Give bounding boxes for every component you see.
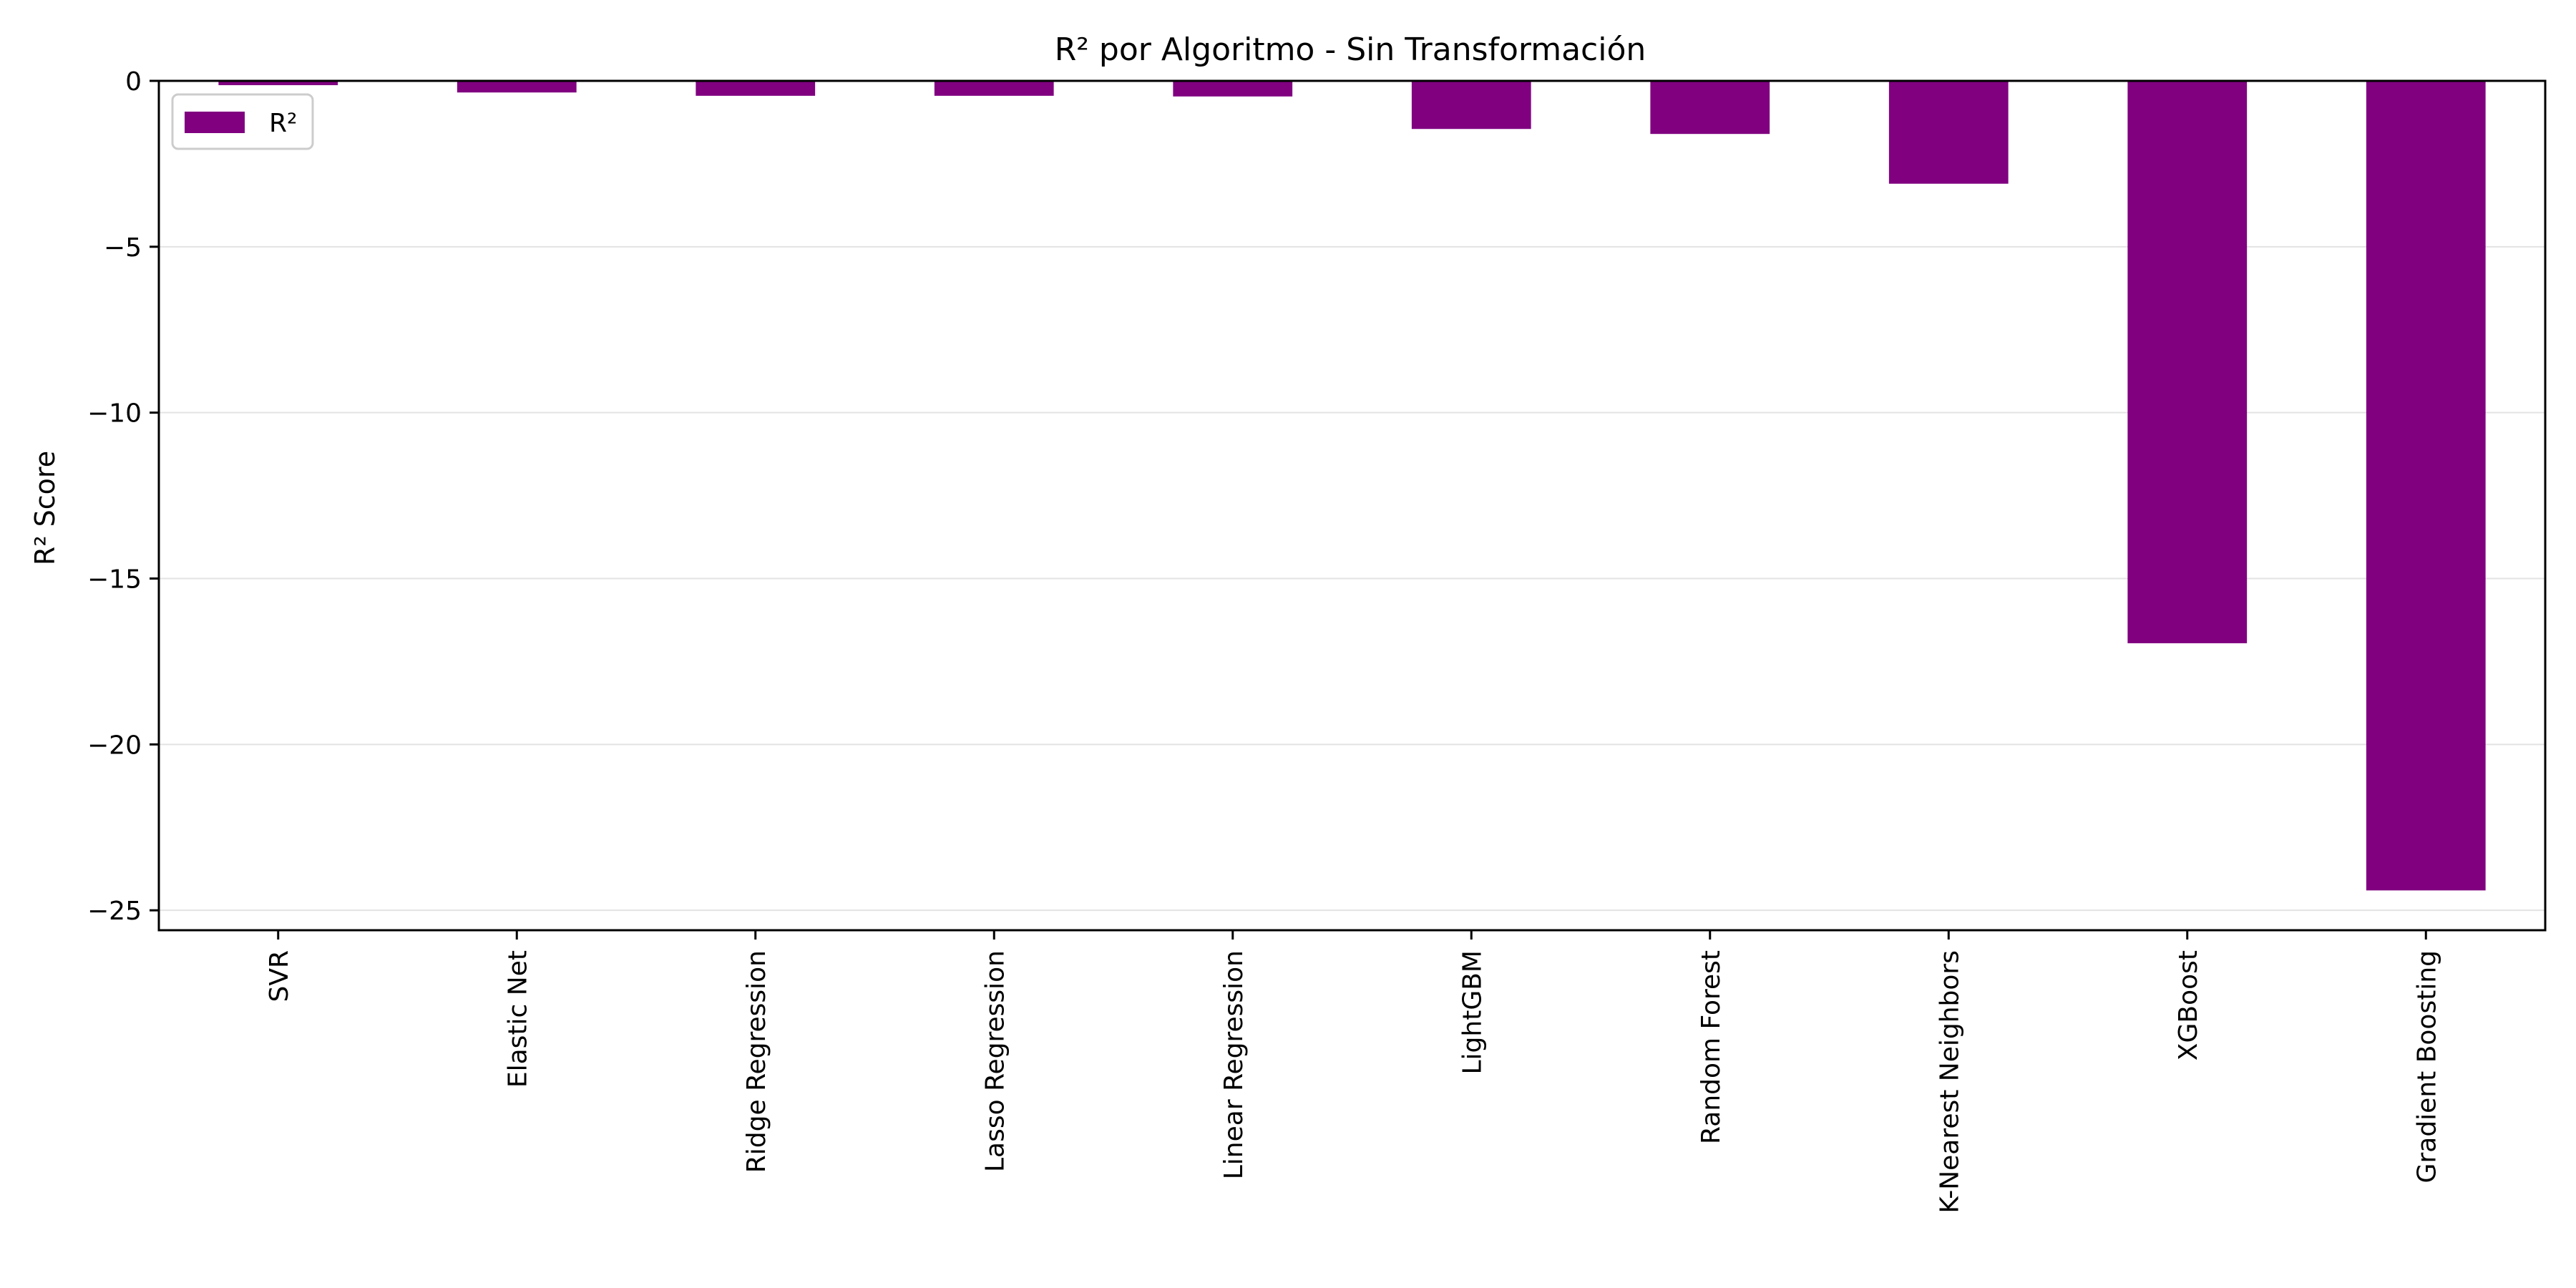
- x-axis-ticks: SVR Elastic Net Ridge Regression Lasso Regr…: [265, 930, 2441, 1214]
- bar[interactable]: [1411, 81, 1531, 130]
- bar[interactable]: [218, 81, 338, 86]
- bar[interactable]: [1650, 81, 1770, 135]
- y-tick-label: −25: [87, 897, 142, 926]
- x-tick-label: LightGBM: [1458, 950, 1487, 1075]
- y-tick-label: −10: [87, 399, 142, 429]
- y-tick-label: −15: [87, 565, 142, 595]
- x-tick-label: SVR: [265, 950, 294, 1002]
- y-tick-label: −20: [87, 731, 142, 760]
- bars: [218, 81, 2486, 891]
- bar[interactable]: [2127, 81, 2248, 643]
- y-tick-label: 0: [125, 67, 142, 97]
- legend-swatch: [185, 112, 245, 133]
- plot-frame: [157, 79, 2547, 932]
- x-tick-label: Elastic Net: [503, 950, 532, 1088]
- x-tick-label: XGBoost: [2174, 950, 2203, 1060]
- bar[interactable]: [457, 81, 577, 93]
- chart-title: R² por Algoritmo - Sin Transformación: [1055, 31, 1646, 68]
- x-tick-label: Random Forest: [1697, 950, 1726, 1144]
- y-axis-label: R² Score: [29, 451, 61, 565]
- x-tick-label: K-Nearest Neighbors: [1935, 950, 1964, 1214]
- bar[interactable]: [1888, 81, 2009, 184]
- bar[interactable]: [2366, 81, 2486, 891]
- legend[interactable]: R²: [171, 93, 314, 150]
- bar[interactable]: [934, 81, 1054, 96]
- x-tick-label: Linear Regression: [1219, 950, 1249, 1179]
- y-axis-ticks: 0 −5 −10 −15 −20 −25: [87, 67, 159, 926]
- x-tick-label: Gradient Boosting: [2412, 950, 2441, 1183]
- y-tick-label: −5: [104, 233, 142, 263]
- bar[interactable]: [1173, 81, 1293, 97]
- legend-label: R²: [269, 109, 297, 138]
- x-tick-label: Lasso Regression: [980, 950, 1010, 1172]
- x-tick-label: Ridge Regression: [742, 950, 771, 1173]
- bar[interactable]: [696, 81, 816, 96]
